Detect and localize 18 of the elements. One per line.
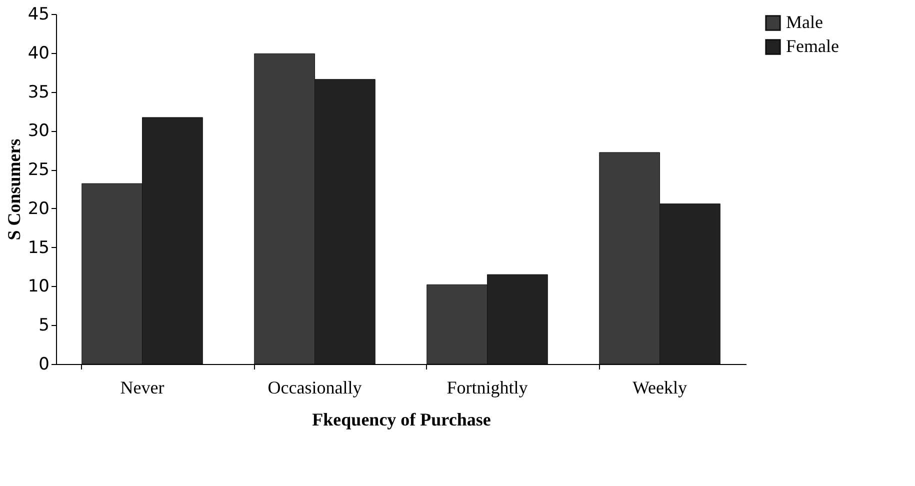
legend-label: Male: [786, 12, 823, 32]
y-tick-label: 10: [28, 276, 50, 297]
y-tick-label: 45: [28, 4, 50, 24]
y-tick-label: 40: [28, 43, 50, 64]
y-tick-label: 20: [28, 198, 50, 219]
y-axis-title: S Consumers: [4, 138, 24, 240]
legend-label: Female: [786, 36, 839, 56]
x-tick-label: Weekly: [632, 378, 688, 398]
y-tick-label: 35: [28, 82, 50, 102]
x-tick-label: Occasionally: [268, 378, 362, 398]
x-axis-title: Fkequency of Purchase: [312, 410, 491, 430]
x-tick-label: Fortnightly: [446, 378, 528, 398]
y-tick-label: 25: [28, 160, 50, 180]
y-tick-label: 30: [28, 121, 50, 142]
x-tick-label: Never: [120, 378, 164, 398]
y-tick-label: 0: [38, 354, 50, 374]
y-tick-label: 15: [28, 238, 50, 258]
y-tick-label: 5: [38, 316, 50, 336]
